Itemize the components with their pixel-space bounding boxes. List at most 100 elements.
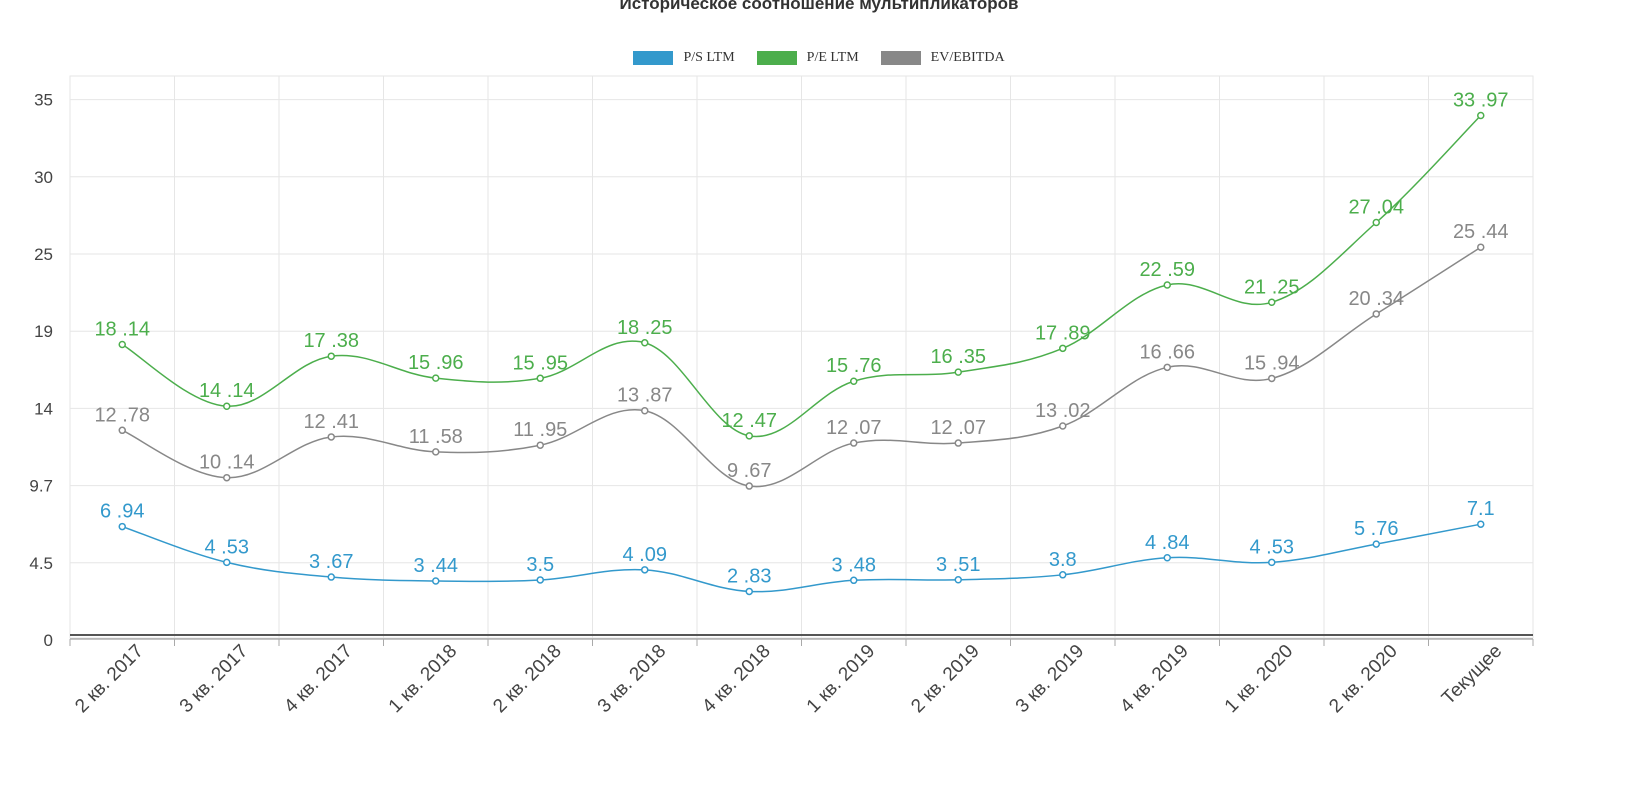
x-tick-label: 2 кв. 2019 (907, 641, 983, 717)
data-label-pe: 17 .89 (1035, 322, 1091, 344)
data-point-ps (746, 588, 752, 594)
data-label-pe: 12 .47 (721, 410, 777, 432)
data-label-evebitda: 9 .67 (727, 460, 771, 482)
data-point-ps (328, 574, 334, 580)
data-point-evebitda (1164, 364, 1170, 370)
data-point-evebitda (642, 408, 648, 414)
data-point-evebitda (746, 483, 752, 489)
x-tick-label: 3 кв. 2017 (176, 641, 252, 717)
data-label-evebitda: 20 .34 (1348, 288, 1404, 310)
data-point-pe (746, 433, 752, 439)
data-label-ps: 3.8 (1049, 549, 1077, 571)
data-label-ps: 3 .51 (936, 554, 980, 576)
data-label-ps: 3 .48 (832, 554, 876, 576)
x-tick-label: 1 кв. 2019 (803, 641, 879, 717)
data-point-evebitda (1060, 423, 1066, 429)
data-label-ps: 5 .76 (1354, 518, 1398, 540)
data-point-ps (119, 524, 125, 530)
data-point-evebitda (1478, 244, 1484, 250)
data-point-pe (955, 369, 961, 375)
data-label-evebitda: 12 .07 (930, 417, 986, 439)
data-point-evebitda (537, 442, 543, 448)
data-label-ps: 7.1 (1467, 498, 1495, 520)
data-label-evebitda: 11 .95 (513, 419, 567, 441)
data-label-evebitda: 12 .78 (94, 404, 150, 426)
data-label-pe: 15 .96 (408, 352, 464, 374)
data-label-ps: 6 .94 (100, 501, 144, 523)
data-point-pe (1269, 299, 1275, 305)
y-tick-label: 25 (34, 245, 53, 264)
data-point-ps (1164, 555, 1170, 561)
data-point-ps (433, 578, 439, 584)
data-label-ps: 2 .83 (727, 565, 771, 587)
data-point-evebitda (851, 440, 857, 446)
data-point-ps (537, 577, 543, 583)
x-tick-label: 4 кв. 2019 (1116, 641, 1192, 717)
x-tick-label: 2 кв. 2017 (71, 641, 147, 717)
data-label-pe: 33 .97 (1453, 90, 1509, 112)
data-point-pe (1060, 345, 1066, 351)
data-label-ps: 4 .53 (1250, 536, 1294, 558)
y-tick-label: 35 (34, 91, 53, 110)
data-point-pe (119, 341, 125, 347)
data-label-evebitda: 11 .58 (409, 426, 463, 448)
x-tick-label: 3 кв. 2018 (594, 641, 670, 717)
data-label-pe: 27 .04 (1348, 197, 1404, 219)
data-label-evebitda: 13 .02 (1035, 400, 1091, 422)
y-tick-label: 9.7 (29, 477, 53, 496)
data-point-evebitda (328, 434, 334, 440)
data-label-evebitda: 10 .14 (199, 452, 255, 474)
y-tick-label: 0 (44, 631, 53, 650)
data-point-ps (851, 577, 857, 583)
data-point-ps (1060, 572, 1066, 578)
data-point-evebitda (1373, 311, 1379, 317)
data-point-evebitda (224, 475, 230, 481)
data-label-evebitda: 12 .41 (303, 411, 359, 433)
data-point-pe (537, 375, 543, 381)
x-tick-label: 2 кв. 2018 (489, 641, 565, 717)
data-label-ps: 3 .67 (309, 551, 353, 573)
data-point-ps (1269, 559, 1275, 565)
data-point-pe (1373, 220, 1379, 226)
data-label-pe: 17 .38 (303, 330, 359, 352)
data-point-pe (1478, 113, 1484, 119)
data-point-ps (1478, 521, 1484, 527)
data-point-ps (1373, 541, 1379, 547)
line-chart: 04.59.714192530352 кв. 2017 3 кв. 2017 4 к… (0, 0, 1638, 786)
data-point-pe (433, 375, 439, 381)
data-point-ps (642, 567, 648, 573)
y-tick-label: 19 (34, 322, 53, 341)
data-point-ps (955, 577, 961, 583)
y-tick-label: 30 (34, 168, 53, 187)
data-point-evebitda (119, 427, 125, 433)
x-tick-label: Текущее (1438, 641, 1506, 709)
x-tick-label: 2 кв. 2020 (1325, 641, 1401, 717)
data-label-evebitda: 12 .07 (826, 417, 882, 439)
data-point-pe (1164, 282, 1170, 288)
data-label-pe: 15 .76 (826, 355, 882, 377)
data-label-ps: 4 .09 (623, 544, 667, 566)
x-tick-label: 3 кв. 2019 (1012, 641, 1088, 717)
y-tick-label: 14 (34, 399, 53, 418)
data-label-ps: 4 .53 (205, 536, 249, 558)
data-label-ps: 3.5 (526, 554, 554, 576)
data-point-pe (328, 353, 334, 359)
data-label-evebitda: 15 .94 (1244, 352, 1300, 374)
data-point-pe (851, 378, 857, 384)
data-label-pe: 22 .59 (1139, 259, 1195, 281)
x-tick-label: 4 кв. 2017 (280, 641, 356, 717)
x-tick-label: 1 кв. 2018 (385, 641, 461, 717)
data-label-evebitda: 13 .87 (617, 385, 673, 407)
data-label-ps: 4 .84 (1145, 532, 1189, 554)
x-tick-label: 1 кв. 2020 (1221, 641, 1297, 717)
data-label-pe: 14 .14 (199, 380, 255, 402)
data-point-evebitda (1269, 375, 1275, 381)
x-tick-label: 4 кв. 2018 (698, 641, 774, 717)
data-label-evebitda: 16 .66 (1139, 341, 1195, 363)
data-label-pe: 18 .14 (94, 318, 150, 340)
data-label-pe: 18 .25 (617, 317, 673, 339)
data-label-pe: 16 .35 (930, 346, 986, 368)
data-label-pe: 15 .95 (512, 352, 568, 374)
data-label-pe: 21 .25 (1244, 276, 1300, 298)
data-point-evebitda (955, 440, 961, 446)
